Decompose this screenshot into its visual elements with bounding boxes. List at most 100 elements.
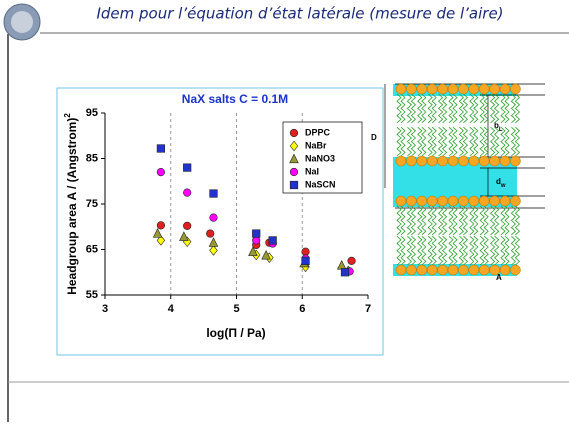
lipid-tail xyxy=(479,205,485,236)
point xyxy=(268,236,277,245)
lipid-tail xyxy=(442,93,448,124)
lipid-head xyxy=(478,83,490,95)
point xyxy=(301,247,310,256)
lipid-head xyxy=(395,155,407,167)
lipid-head xyxy=(458,264,469,276)
legend-label: DPPC xyxy=(305,127,331,137)
label-text: b xyxy=(494,121,499,130)
point xyxy=(248,246,258,256)
lipid-tail xyxy=(490,93,496,124)
y-tick-label: 75 xyxy=(86,198,98,210)
point xyxy=(261,249,271,260)
lipid-tail xyxy=(396,205,402,236)
lipid-head xyxy=(468,83,480,95)
lipid-tail xyxy=(510,205,516,236)
legend-label: NaNO3 xyxy=(305,153,335,163)
lipid-head xyxy=(499,155,511,167)
lipid-tail xyxy=(462,126,468,157)
lipid-tail xyxy=(469,126,475,157)
lipid-tail xyxy=(469,205,475,236)
lipid-tail xyxy=(406,93,412,124)
lipid-tail xyxy=(452,205,458,236)
legend-marker xyxy=(289,153,299,164)
y-label-text: Headgroup area A / (Angstrom) xyxy=(65,118,79,295)
lipid-tail xyxy=(427,235,433,266)
lipid-tail xyxy=(504,205,510,236)
lipid-tail xyxy=(483,235,489,266)
lipid-head xyxy=(468,155,480,167)
label-dw: dw xyxy=(496,177,506,188)
lipid-head xyxy=(426,264,438,276)
lipid-head xyxy=(510,155,521,167)
lipid-tail xyxy=(448,235,454,266)
point xyxy=(152,228,163,238)
lipid-head xyxy=(406,195,417,207)
lipid-tail xyxy=(396,126,402,157)
lipid-tail xyxy=(400,235,406,266)
lipid-tail xyxy=(479,235,485,266)
lipid-tail xyxy=(396,93,402,124)
legend-marker xyxy=(289,128,299,138)
x-tick-label: 4 xyxy=(168,303,175,315)
lipid-tail xyxy=(469,235,475,266)
lipid-head xyxy=(437,264,448,276)
lipid-tail xyxy=(438,205,444,236)
lipid-head xyxy=(468,195,480,207)
x-tick-label: 6 xyxy=(299,303,305,315)
lipid-tail xyxy=(473,205,479,236)
lipid-tail xyxy=(483,126,489,157)
lipid-head xyxy=(499,83,511,95)
lipid-head xyxy=(437,83,448,95)
lipid-tail xyxy=(514,235,520,266)
lipid-head xyxy=(437,195,448,207)
point xyxy=(252,236,261,245)
lipid-tail xyxy=(406,126,412,157)
lipid-tail xyxy=(510,235,516,266)
lipid-head xyxy=(499,264,511,276)
lipid-tail xyxy=(417,235,423,266)
lipid-tail xyxy=(396,235,402,266)
x-axis-label: log(Π / Pa) xyxy=(206,326,265,340)
lipid-tail xyxy=(462,235,468,266)
lipid-tail xyxy=(483,93,489,124)
lipid-tail xyxy=(421,205,427,236)
legend-marker xyxy=(289,180,299,190)
point xyxy=(156,235,166,246)
lipid-tail xyxy=(400,93,406,124)
lipid-tail xyxy=(514,205,520,236)
lipid-tail xyxy=(417,205,423,236)
lipid-head xyxy=(499,195,511,207)
lipid-tail xyxy=(494,93,500,124)
lipid-head xyxy=(395,264,407,276)
lipid-tail xyxy=(448,126,454,157)
lipid-tail xyxy=(438,93,444,124)
lipid-head xyxy=(447,155,459,167)
lipid-head xyxy=(447,195,459,207)
label-D: D xyxy=(371,133,377,142)
point xyxy=(252,229,261,238)
lipid-tail xyxy=(490,126,496,157)
lipid-head xyxy=(458,155,469,167)
lipid-tail xyxy=(490,205,496,236)
lipid-tail xyxy=(431,93,437,124)
lipid-tail xyxy=(427,93,433,124)
lipid-head xyxy=(478,195,490,207)
lipid-head xyxy=(406,264,417,276)
lipid-tail xyxy=(490,235,496,266)
lipid-head xyxy=(489,155,500,167)
lipid-tail xyxy=(442,126,448,157)
lipid-tail xyxy=(510,126,516,157)
point xyxy=(183,163,192,172)
lipid-head xyxy=(478,155,490,167)
point xyxy=(209,213,218,222)
lipid-head xyxy=(510,195,521,207)
y-tick-label: 85 xyxy=(86,152,98,164)
lipid-tail xyxy=(510,93,516,124)
lipid-tail xyxy=(514,93,520,124)
lipid-tail xyxy=(421,126,427,157)
lipid-tail xyxy=(400,126,406,157)
lipid-tail xyxy=(427,205,433,236)
label-bL: bL xyxy=(494,121,503,132)
lipid-tail xyxy=(504,126,510,157)
lipid-tail xyxy=(410,126,416,157)
